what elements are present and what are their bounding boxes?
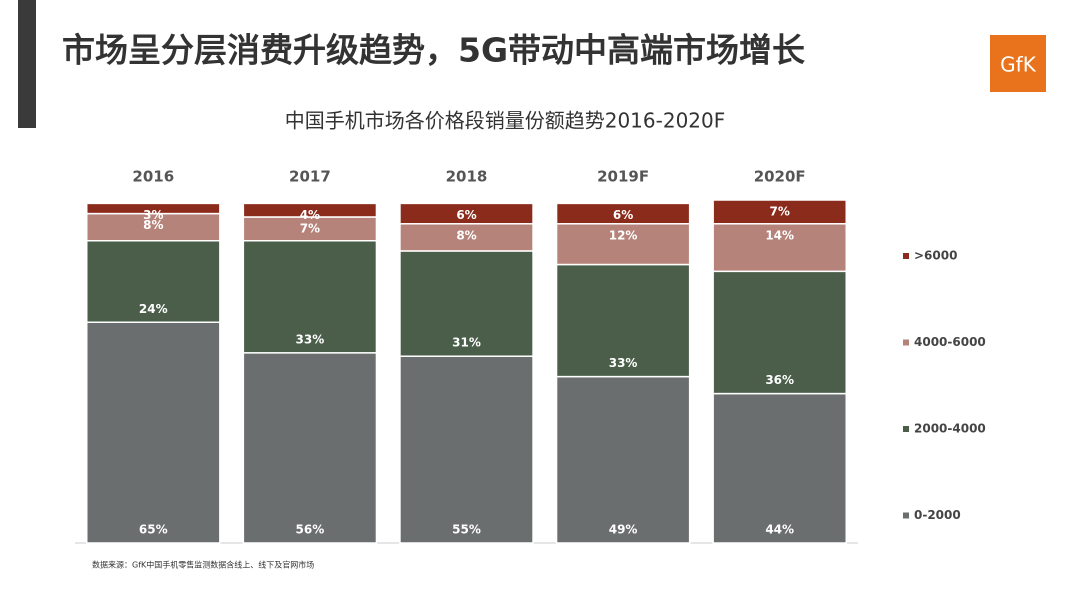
bar-segment <box>399 250 534 357</box>
bar-segment <box>85 212 221 242</box>
data-label: 65% <box>139 523 168 537</box>
data-label: 33% <box>609 356 638 370</box>
legend-swatch <box>903 253 909 259</box>
legend-swatch <box>903 426 909 432</box>
logo-box <box>990 35 1046 92</box>
data-label: 56% <box>296 523 325 537</box>
accent-bar <box>18 0 36 128</box>
bar-segment <box>712 270 848 395</box>
legend-swatch <box>903 339 909 346</box>
data-label: 3% <box>143 208 163 222</box>
data-label: 14% <box>765 228 794 242</box>
data-label: 8% <box>143 218 163 232</box>
bar-segment <box>399 202 534 225</box>
bar-segment <box>242 202 378 218</box>
x-tick-label: 2017 <box>289 168 331 186</box>
bar-segment <box>555 263 691 378</box>
data-label: 6% <box>613 208 633 222</box>
legend-label: 0-2000 <box>914 508 961 522</box>
bar-segment <box>712 199 848 225</box>
bar-segment <box>555 375 691 544</box>
x-tick-label: 2018 <box>446 168 488 186</box>
data-label: 6% <box>456 208 476 222</box>
bar-segment <box>399 355 534 544</box>
legend-label: 4000-6000 <box>914 335 986 349</box>
x-tick-label: 2019F <box>597 168 649 186</box>
data-label: 36% <box>765 373 794 387</box>
bar-segment <box>555 202 691 225</box>
bar-segment <box>85 202 221 215</box>
data-label: 55% <box>452 523 481 537</box>
logo: GfK <box>1000 53 1037 77</box>
bar-segment <box>399 223 534 252</box>
data-label: 31% <box>452 336 481 350</box>
bar-segment <box>242 240 378 354</box>
legend-label: 2000-4000 <box>914 422 986 436</box>
source: 数据来源：GfK中国手机零售监测数据含线上、线下及官网市场 <box>92 560 314 570</box>
data-label: 33% <box>296 332 325 346</box>
bar-segment <box>242 352 378 544</box>
x-tick-label: 2020F <box>754 168 806 186</box>
chart-title: 中国手机市场各价格段销量份额趋势2016-2020F <box>285 109 726 133</box>
data-label: 24% <box>139 302 168 316</box>
data-label: 7% <box>770 205 790 219</box>
bar-segment <box>85 240 221 324</box>
slide-title: 市场呈分层消费升级趋势，5G带动中高端市场增长 <box>62 31 805 70</box>
data-label: 49% <box>609 523 638 537</box>
data-label: 44% <box>765 523 794 537</box>
data-label: 12% <box>609 228 638 242</box>
data-label: 4% <box>300 208 320 222</box>
data-label: 8% <box>456 228 476 242</box>
legend-label: >6000 <box>914 249 957 263</box>
x-tick-label: 2016 <box>132 168 174 186</box>
bar-segment <box>555 223 691 266</box>
bar-segment <box>712 223 848 273</box>
data-label: 7% <box>300 221 320 235</box>
legend-swatch <box>903 512 909 519</box>
bar-segment <box>712 392 848 544</box>
bar-segment <box>85 321 221 544</box>
